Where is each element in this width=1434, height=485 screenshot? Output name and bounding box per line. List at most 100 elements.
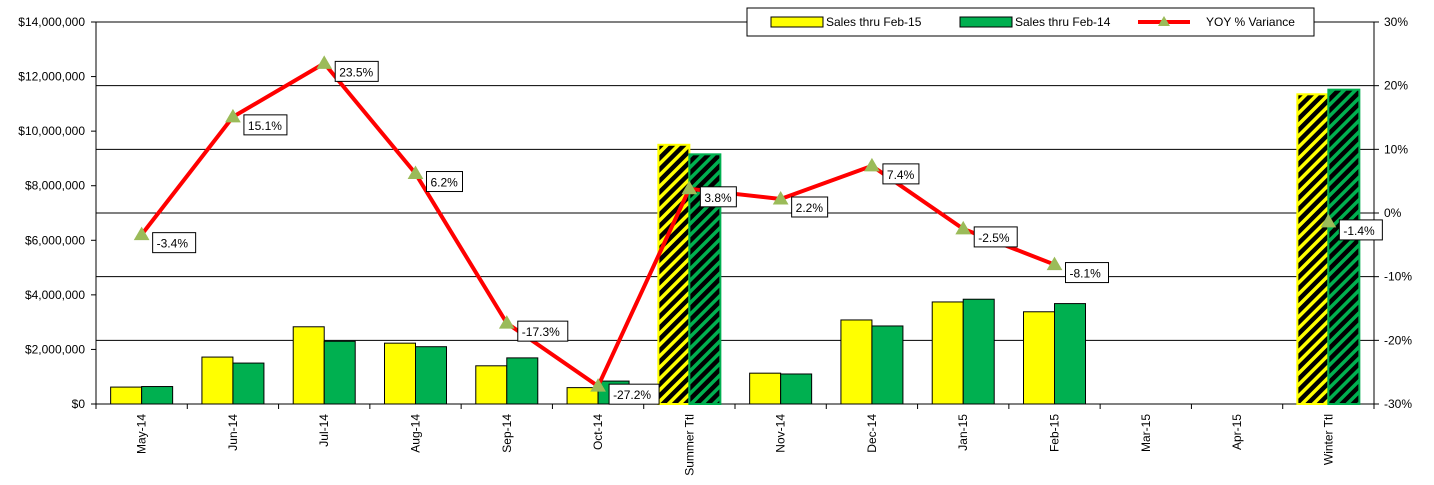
bar-sales-feb14 <box>415 346 447 405</box>
data-label: -1.4% <box>1343 224 1375 238</box>
data-label-box <box>334 60 379 82</box>
data-label: 3.8% <box>704 191 732 205</box>
data-label: 7.4% <box>887 168 915 182</box>
data-label-box <box>152 232 197 254</box>
bar-sales-feb15 <box>1296 93 1330 406</box>
bar-sales-feb15 <box>292 326 325 405</box>
bar-sales-feb15 <box>840 319 873 405</box>
left-axis-tick-label: $4,000,000 <box>25 288 85 302</box>
x-axis-tick-label: Feb-15 <box>1048 414 1062 452</box>
yoy-marker <box>772 191 789 205</box>
yoy-marker <box>498 315 515 329</box>
legend-swatch <box>959 16 1013 28</box>
left-axis-tick-label: $12,000,000 <box>18 70 85 84</box>
data-label: -2.5% <box>978 231 1010 245</box>
yoy-marker <box>955 220 972 235</box>
data-label-box <box>517 320 569 342</box>
bar-sales-feb15 <box>657 143 691 406</box>
bar-sales-feb14 <box>141 386 174 405</box>
data-label-box <box>1338 219 1383 241</box>
left-axis-tick-label: $14,000,000 <box>18 15 85 29</box>
bar-sales-feb15 <box>931 301 964 405</box>
x-axis-tick-label: Jul-14 <box>317 414 331 447</box>
data-label-box <box>243 114 288 136</box>
right-axis-tick-label: 10% <box>1384 142 1408 156</box>
bar-sales-feb15 <box>749 372 782 405</box>
yoy-marker <box>1320 213 1337 228</box>
legend-swatch <box>770 16 824 28</box>
x-axis-tick-label: Mar-15 <box>1139 414 1153 452</box>
gridlines <box>95 21 1375 405</box>
data-label-box <box>699 186 737 208</box>
yoy-marker <box>225 108 241 123</box>
yoy-line <box>133 55 1337 392</box>
left-axis-tick-label: $6,000,000 <box>25 233 85 247</box>
yoy-marker <box>681 180 698 195</box>
right-axis-tick-label: -30% <box>1384 397 1412 411</box>
data-label-box <box>791 196 829 218</box>
left-axis-tick-label: $10,000,000 <box>18 124 85 138</box>
bar-sales-feb15 <box>475 365 508 405</box>
right-axis-tick-label: 30% <box>1384 15 1408 29</box>
legend-marker <box>1158 16 1170 26</box>
legend: Sales thru Feb-15 Sales thru Feb-14 YOY % … <box>746 7 1315 37</box>
yoy-marker <box>316 55 333 69</box>
x-axis-tick-label: Dec-14 <box>865 414 879 453</box>
bar-sales-feb14 <box>962 298 995 405</box>
legend-label: Sales thru Feb-14 <box>1015 15 1111 29</box>
x-axis-tick-label: Winter Ttl <box>1321 414 1335 465</box>
x-axis-tick-label: Jun-14 <box>226 414 240 451</box>
data-label-box <box>1065 262 1109 284</box>
yoy-marker <box>133 226 150 241</box>
x-axis-tick-label: Summer Ttl <box>682 414 696 476</box>
legend-label: Sales thru Feb-15 <box>826 15 922 29</box>
yoy-marker <box>407 165 424 180</box>
data-label-box <box>882 163 920 185</box>
x-axis-tick-label: Oct-14 <box>591 414 605 450</box>
bar-sales-feb14 <box>323 340 356 405</box>
axes: $0 $2,000,000 $4,000,000 $6,000,000 $8,000,0… <box>18 15 1412 476</box>
right-axis-tick-label: 20% <box>1384 79 1408 93</box>
data-label: 15.1% <box>248 119 282 133</box>
bar-sales-feb14 <box>506 357 539 405</box>
yoy-line-segment <box>140 61 1056 389</box>
bar-sales-feb14 <box>1327 88 1361 405</box>
right-axis-tick-label: -10% <box>1384 270 1412 284</box>
data-labels: -3.4% 15.1% 23.5% 6.2% -17.3% -27.2% 3.8% 2.2% 7… <box>152 60 1383 405</box>
data-label: -17.3% <box>522 325 560 339</box>
data-label-box <box>608 383 660 405</box>
right-axis-tick-label: 0% <box>1384 206 1402 220</box>
legend-box <box>746 7 1315 37</box>
data-label-box <box>426 171 463 193</box>
yoy-marker <box>864 157 880 172</box>
data-label: -8.1% <box>1070 267 1102 281</box>
data-label: 6.2% <box>431 176 459 190</box>
right-axis-tick-label: -20% <box>1384 333 1412 347</box>
data-label-box <box>973 226 1018 248</box>
left-axis-tick-label: $0 <box>72 397 86 411</box>
yoy-marker <box>1046 256 1063 271</box>
left-axis-tick-label: $8,000,000 <box>25 179 85 193</box>
data-label: -27.2% <box>613 388 651 402</box>
yoy-marker <box>590 378 606 392</box>
bar-sales-feb14 <box>232 362 265 405</box>
bar-sales-feb14 <box>871 325 904 405</box>
left-axis-tick-label: $2,000,000 <box>25 342 85 356</box>
bar-sales-feb14 <box>1054 303 1086 405</box>
x-axis-tick-label: Sep-14 <box>500 414 514 453</box>
data-label: 2.2% <box>796 201 824 215</box>
bar-sales-feb15 <box>384 342 416 405</box>
bar-sales-feb15 <box>1023 311 1055 405</box>
x-axis-tick-label: Nov-14 <box>774 414 788 453</box>
data-label: 23.5% <box>339 65 373 79</box>
bars <box>110 88 1361 406</box>
x-axis-tick-label: Jan-15 <box>956 414 970 451</box>
data-label: -3.4% <box>157 237 189 251</box>
legend-label: YOY % Variance <box>1206 15 1295 29</box>
bar-sales-feb15 <box>201 356 234 405</box>
bar-sales-feb15 <box>110 386 143 405</box>
x-axis-tick-label: Apr-15 <box>1230 414 1244 450</box>
x-axis-tick-label: May-14 <box>135 414 149 454</box>
